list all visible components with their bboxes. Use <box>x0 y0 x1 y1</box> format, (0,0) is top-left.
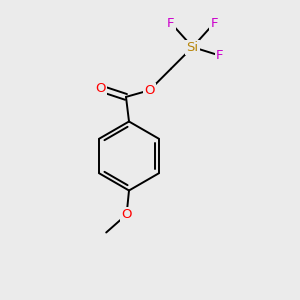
Text: O: O <box>95 82 106 95</box>
Text: O: O <box>144 84 155 97</box>
Text: Si: Si <box>187 40 199 54</box>
Text: O: O <box>121 208 132 221</box>
Text: F: F <box>167 16 175 30</box>
Text: F: F <box>211 16 218 30</box>
Text: F: F <box>216 49 224 62</box>
